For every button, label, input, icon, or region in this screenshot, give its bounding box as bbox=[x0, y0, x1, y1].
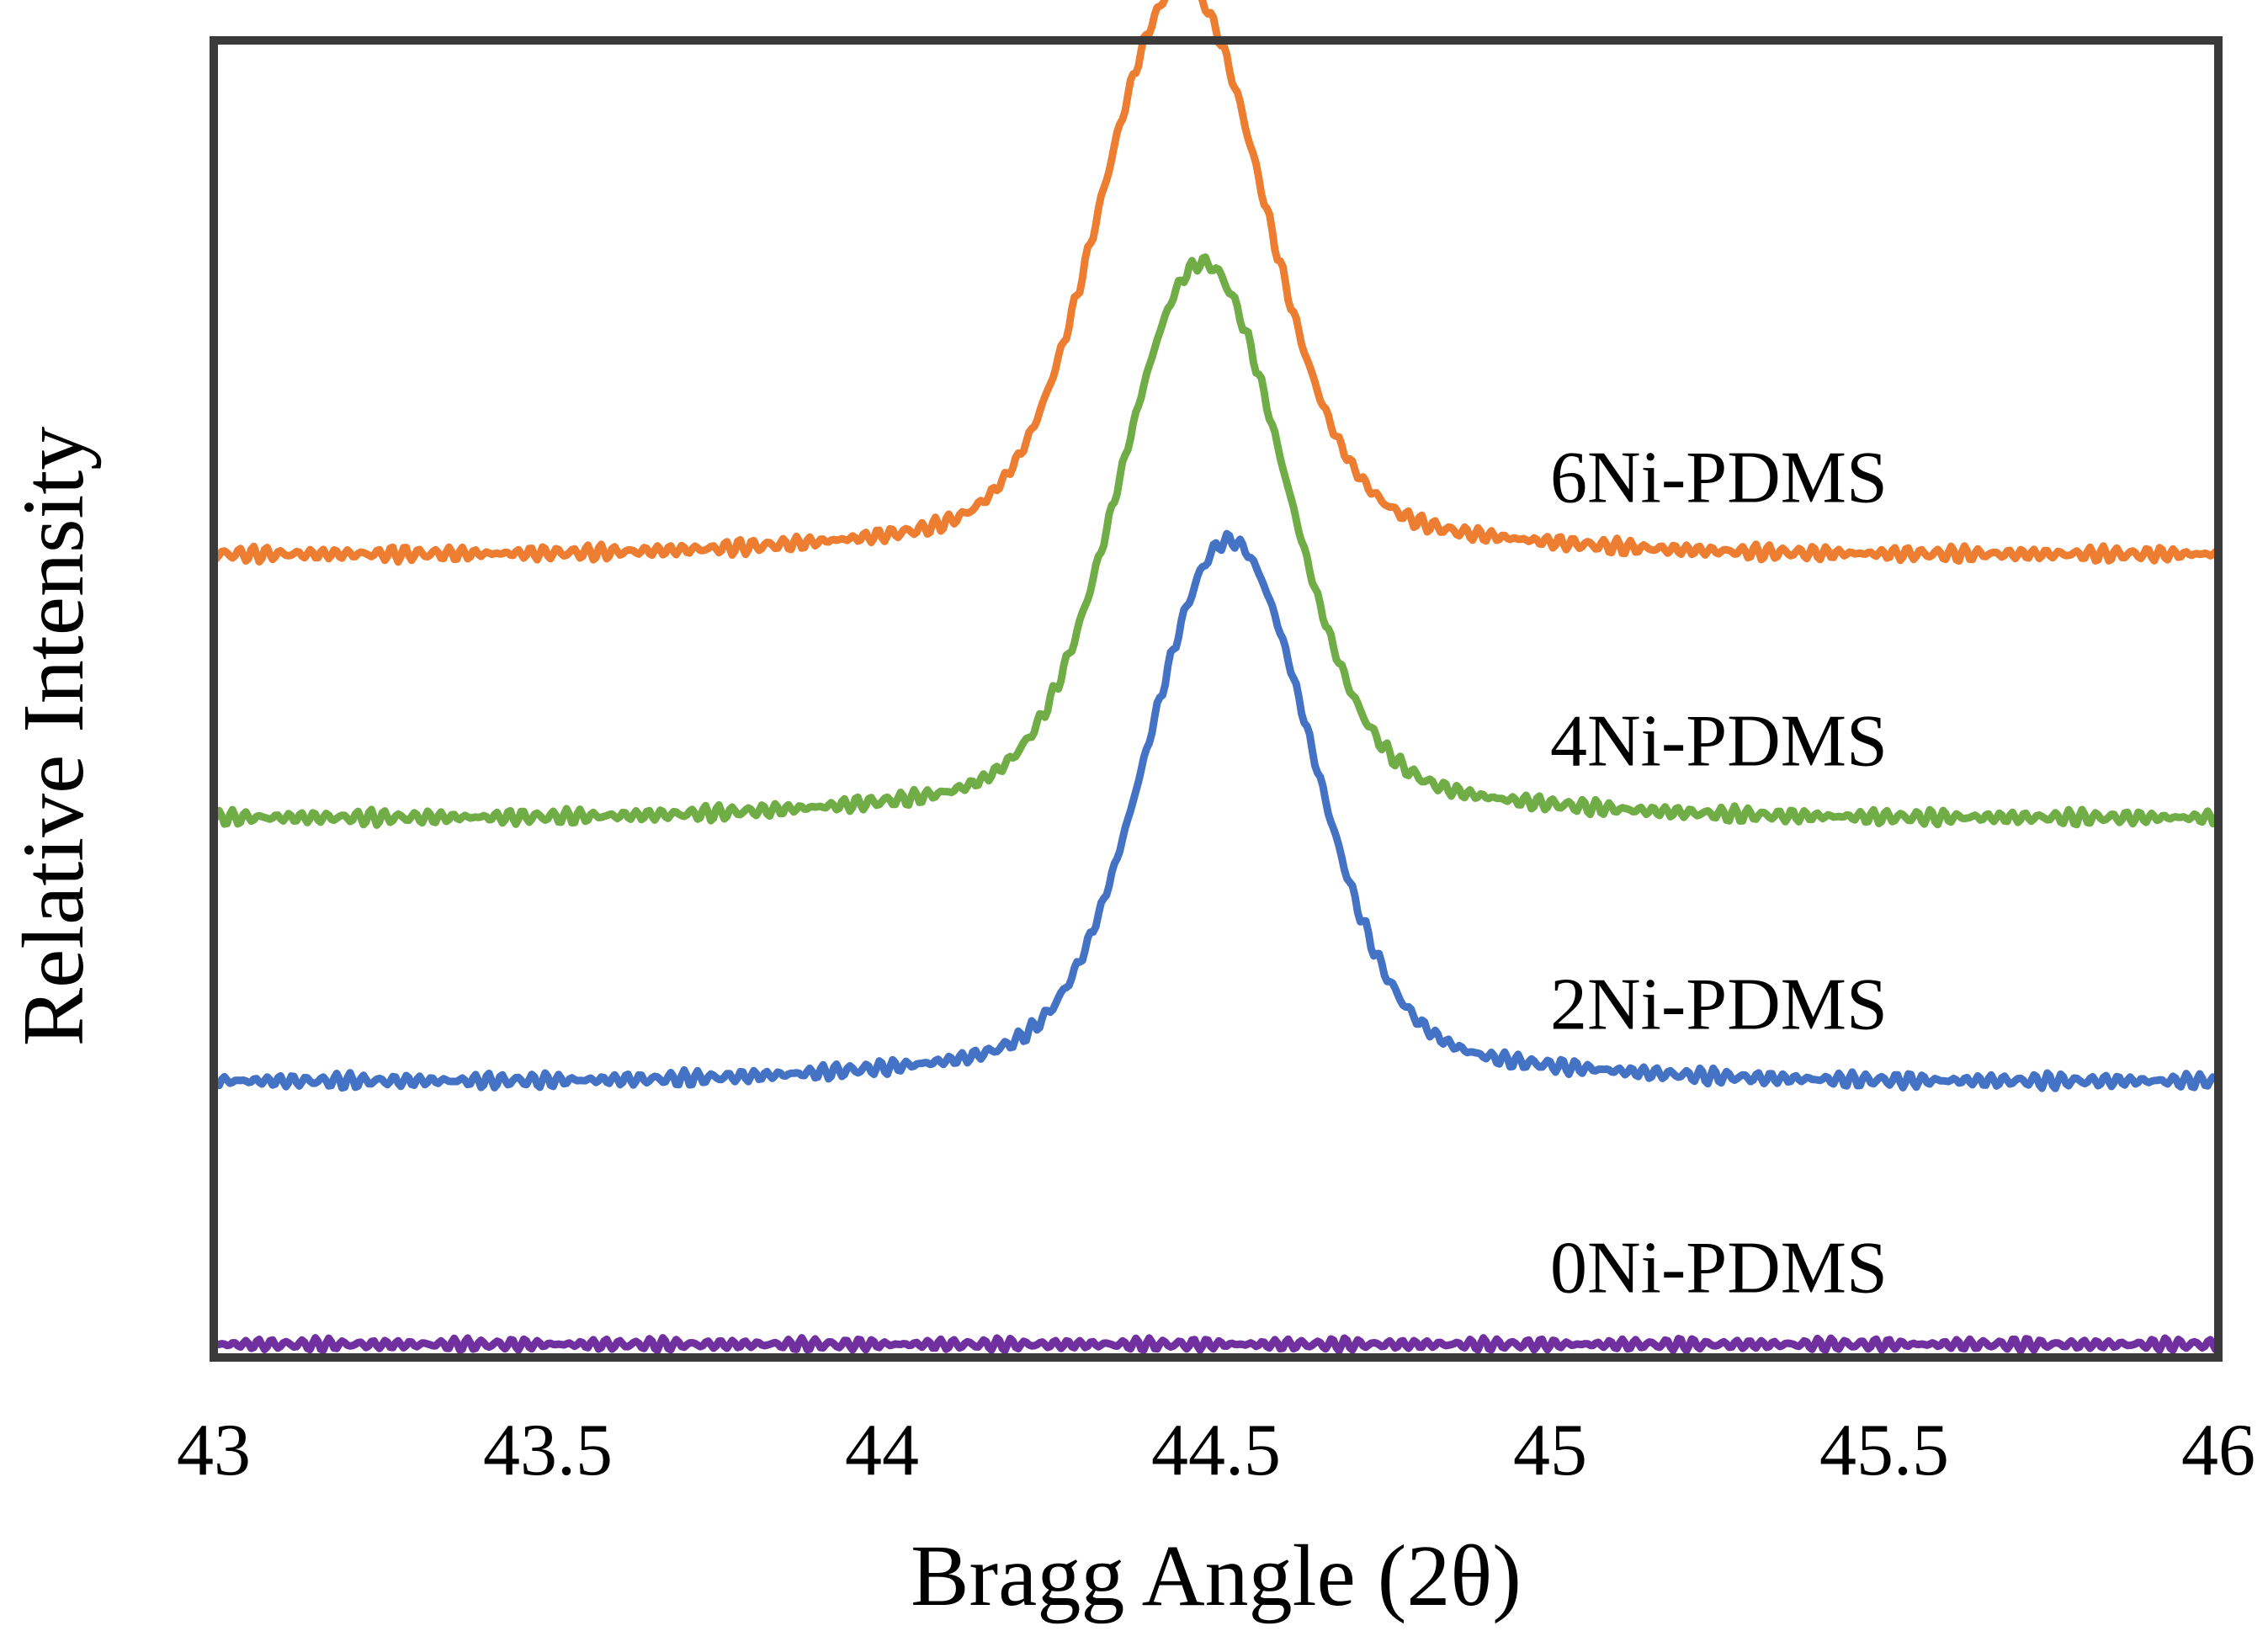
series-line-0ni-pdms bbox=[210, 1334, 2223, 1355]
series-label-0ni-pdms: 0Ni-PDMS bbox=[1550, 1227, 1888, 1309]
series-label-2ni-pdms: 2Ni-PDMS bbox=[1550, 964, 1888, 1045]
series-label-6ni-pdms: 6Ni-PDMS bbox=[1550, 437, 1888, 518]
series-line-2ni-pdms bbox=[210, 529, 2223, 1092]
y-axis-label: Relative Intensity bbox=[5, 427, 102, 1046]
x-axis-label: Bragg Angle (2θ) bbox=[911, 1527, 1522, 1624]
x-tick-labels: 43 43.5 44 44.5 45 45.5 46 bbox=[177, 1410, 2255, 1491]
series-line-6ni-pdms bbox=[210, 0, 2223, 566]
x-tick-label: 43.5 bbox=[483, 1410, 613, 1491]
plot-frame bbox=[210, 36, 2223, 1362]
x-tick-label: 45.5 bbox=[1819, 1410, 1949, 1491]
series-label-4ni-pdms: 4Ni-PDMS bbox=[1550, 700, 1888, 782]
series-line-4ni-pdms bbox=[210, 253, 2223, 829]
series-labels: 0Ni-PDMS 2Ni-PDMS 4Ni-PDMS 6Ni-PDMS bbox=[1550, 437, 1888, 1309]
x-tick-label: 44.5 bbox=[1151, 1410, 1281, 1491]
x-tick-label: 45 bbox=[1513, 1410, 1587, 1491]
series-layer bbox=[210, 0, 2223, 1355]
x-tick-label: 43 bbox=[177, 1410, 251, 1491]
x-tick-label: 44 bbox=[845, 1410, 919, 1491]
x-tick-label: 46 bbox=[2181, 1410, 2255, 1491]
